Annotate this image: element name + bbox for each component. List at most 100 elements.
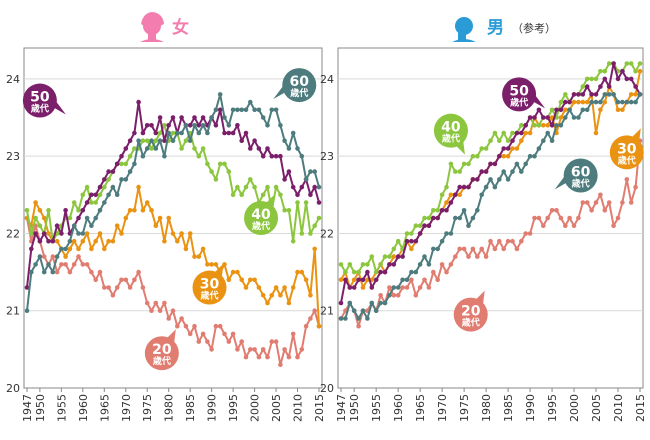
data-point [580,92,586,97]
data-point [615,215,621,221]
data-point [453,169,458,174]
data-point [356,269,361,275]
data-point [265,146,270,151]
data-point [558,115,564,120]
data-point [571,115,577,120]
y-tick-label: 21 [320,305,334,318]
data-point [373,269,379,275]
data-point [404,285,410,290]
data-point [369,285,375,290]
data-point [41,269,47,275]
badge-circle [244,201,279,235]
data-point [620,107,625,113]
data-point [153,223,159,228]
data-point [563,107,568,113]
data-point [497,238,502,244]
data-point [50,254,56,259]
data-point [106,192,111,198]
badge-suffix: 歳代 [617,154,636,166]
data-point [598,192,603,198]
data-point [157,138,163,143]
data-point [260,115,266,120]
data-point [351,269,357,275]
data-point [119,161,124,167]
data-point [453,192,458,198]
data-point [106,169,111,174]
data-point [136,138,141,143]
data-point [404,238,410,244]
data-point [628,200,634,205]
data-point [505,146,511,151]
data-point [497,153,502,159]
data-point [413,293,419,298]
data-point [278,362,283,368]
data-point [157,308,163,314]
x-tick-label: 1980 [480,394,493,422]
data-point [602,92,608,97]
data-point [303,277,309,283]
data-point [312,169,318,174]
data-point [290,331,296,337]
data-point [179,146,184,151]
data-point [196,130,202,136]
data-point [347,300,353,306]
data-point [183,123,189,128]
data-point [24,208,30,213]
data-point [347,262,353,267]
data-point [97,192,103,198]
data-point [606,200,612,205]
data-point [554,123,559,128]
data-point [510,146,515,151]
data-point [89,246,94,252]
badge-suffix: 歳代 [509,96,528,108]
data-point [132,208,137,213]
data-point [170,231,176,236]
data-point [149,146,154,151]
data-point [265,184,270,190]
data-point [256,285,262,290]
data-point [576,92,581,97]
data-point [417,223,423,228]
data-point [265,300,270,306]
data-point [200,331,206,337]
data-point [303,323,309,329]
data-point [157,215,163,221]
data-point [466,223,471,228]
women-panel: 女 20 21 22 23 24 1947 1950 1955 1960 1965 1970 1975… [6,12,326,422]
data-point [444,269,449,275]
x-tick-label: 1965 [414,394,427,422]
data-point [282,208,287,213]
data-point [243,285,249,290]
data-point [563,115,568,120]
data-point [33,262,38,267]
data-point [93,238,98,244]
data-point [413,269,419,275]
data-point [84,200,90,205]
data-point [519,238,524,244]
data-point [132,161,137,167]
data-point [200,115,206,120]
data-point [497,177,502,182]
data-point [523,130,528,136]
data-point [602,99,608,105]
data-point [187,331,193,337]
data-point [183,246,189,252]
data-point [170,130,176,136]
data-point [628,99,634,105]
data-point [510,238,515,244]
data-point [409,231,414,236]
data-point [356,323,361,329]
data-point [269,293,275,298]
data-point [475,254,480,259]
data-point [63,262,68,267]
y-tick-label: 23 [6,150,20,163]
data-point [63,208,68,213]
data-point [196,123,202,128]
data-point [226,339,232,344]
data-point [571,223,577,228]
data-point [391,254,397,259]
data-point [54,269,60,275]
data-point [132,130,137,136]
